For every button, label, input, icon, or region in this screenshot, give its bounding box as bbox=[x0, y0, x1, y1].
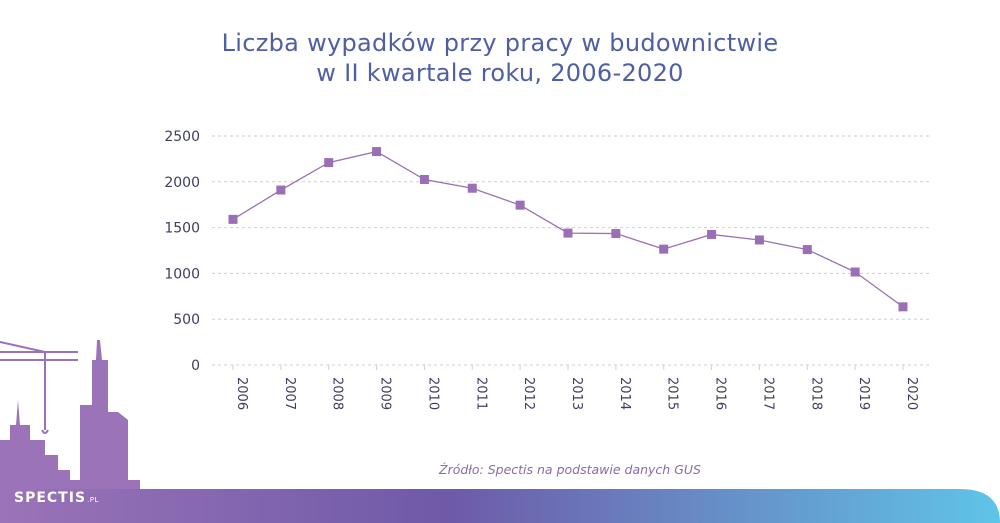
plot-area bbox=[228, 147, 908, 312]
data-point-2013 bbox=[563, 228, 573, 238]
x-tick-label: 2019 bbox=[856, 377, 871, 410]
logo-name: SPECTIS bbox=[14, 490, 87, 506]
y-tick-label: 0 bbox=[191, 358, 200, 374]
data-point-2007 bbox=[276, 185, 286, 195]
data-point-2014 bbox=[611, 229, 621, 239]
data-point-2011 bbox=[467, 183, 477, 193]
source-note: Źródło: Spectis na podstawie danych GUS bbox=[439, 462, 701, 477]
footer-band bbox=[0, 489, 1000, 523]
x-tick-label: 2017 bbox=[760, 377, 775, 410]
data-point-2006 bbox=[228, 214, 238, 224]
data-point-2016 bbox=[707, 229, 717, 239]
x-tick-label: 2015 bbox=[665, 377, 680, 410]
x-tick-label: 2020 bbox=[904, 377, 919, 410]
x-tick-label: 2010 bbox=[425, 377, 440, 410]
x-tick-label: 2006 bbox=[234, 377, 249, 410]
data-point-2020 bbox=[898, 302, 908, 312]
data-point-2017 bbox=[754, 235, 764, 245]
x-tick-label: 2016 bbox=[713, 377, 728, 410]
x-tick-label: 2014 bbox=[617, 377, 632, 410]
data-point-2019 bbox=[850, 267, 860, 277]
data-point-2015 bbox=[659, 244, 669, 254]
spectis-logo: SPECTIS.PL bbox=[14, 490, 99, 506]
x-tick-label: 2008 bbox=[330, 377, 345, 410]
x-tick-label: 2012 bbox=[521, 377, 536, 410]
data-point-2018 bbox=[802, 245, 812, 255]
crane-icon bbox=[0, 341, 78, 434]
y-axis: 0 500 1000 1500 2000 2500 bbox=[164, 129, 200, 374]
data-point-2012 bbox=[515, 200, 525, 210]
x-tick-label: 2011 bbox=[473, 377, 488, 410]
gridlines bbox=[212, 135, 930, 366]
y-tick-label: 1000 bbox=[164, 266, 200, 282]
y-tick-label: 2500 bbox=[164, 129, 200, 145]
city-skyline-illustration bbox=[0, 340, 140, 495]
data-point-2008 bbox=[324, 158, 334, 168]
x-tick-label: 2009 bbox=[378, 377, 393, 410]
x-tick-label: 2013 bbox=[569, 377, 584, 410]
y-tick-label: 500 bbox=[173, 312, 200, 328]
y-tick-label: 1500 bbox=[164, 221, 200, 237]
x-axis: 2006 2007 2008 2009 2010 2011 2012 2013 2014 2015… bbox=[232, 365, 919, 410]
data-point-2010 bbox=[419, 175, 429, 185]
data-point-2009 bbox=[372, 147, 382, 157]
line-chart: 0 500 1000 1500 2000 2500 2006 2007 2008 2009 201… bbox=[164, 129, 930, 410]
y-tick-label: 2000 bbox=[164, 175, 200, 191]
chart-title-line-1: Liczba wypadków przy pracy w budownictwi… bbox=[221, 29, 779, 57]
logo-suffix: .PL bbox=[87, 496, 99, 504]
x-tick-label: 2007 bbox=[282, 377, 297, 410]
chart-title-line-2: w II kwartale roku, 2006-2020 bbox=[316, 59, 684, 87]
x-tick-label: 2018 bbox=[808, 377, 823, 410]
chart-title: Liczba wypadków przy pracy w budownictwi… bbox=[0, 28, 1000, 88]
